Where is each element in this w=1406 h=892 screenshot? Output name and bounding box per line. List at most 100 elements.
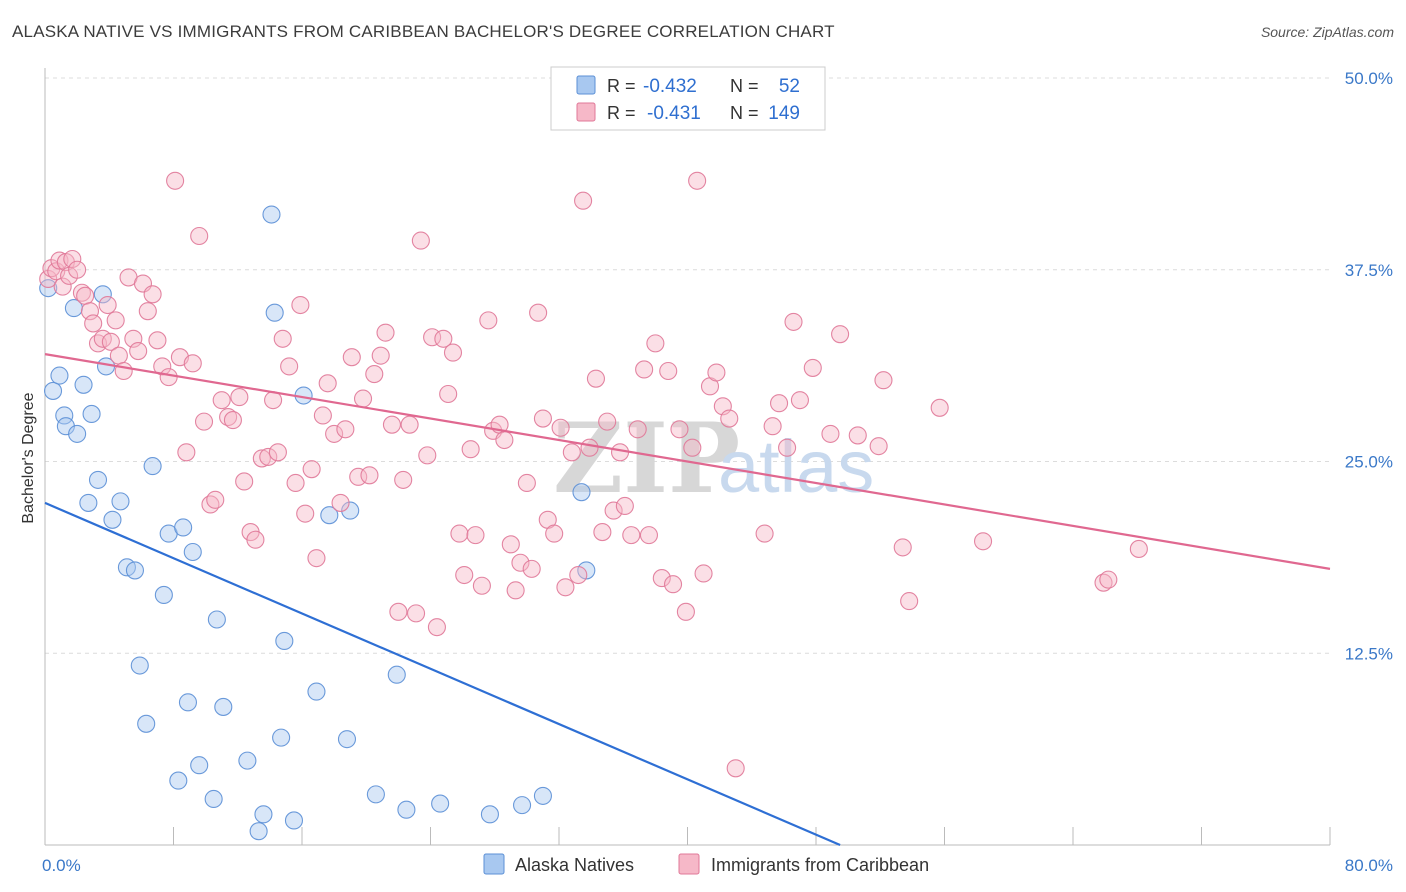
data-point xyxy=(676,602,695,621)
data-point xyxy=(406,604,426,623)
data-point xyxy=(652,569,671,588)
trend-lines xyxy=(44,353,1331,847)
data-point xyxy=(72,283,91,302)
data-point xyxy=(376,323,395,342)
data-point xyxy=(291,295,310,315)
data-point xyxy=(506,581,525,600)
data-point xyxy=(688,171,707,190)
data-point xyxy=(726,759,745,778)
series-legend-label-caribbean: Immigrants from Caribbean xyxy=(711,855,929,875)
data-point xyxy=(434,329,453,348)
data-point xyxy=(371,346,390,365)
data-point xyxy=(336,420,355,439)
data-point xyxy=(533,409,552,428)
data-point xyxy=(159,368,178,387)
data-point xyxy=(280,357,299,376)
data-point xyxy=(148,331,167,350)
data-point xyxy=(472,576,491,595)
data-point xyxy=(178,693,198,712)
data-point xyxy=(365,365,384,384)
data-point xyxy=(53,277,72,296)
data-point xyxy=(43,381,63,400)
data-point xyxy=(349,467,368,486)
data-point xyxy=(111,492,130,511)
data-point xyxy=(223,411,242,430)
data-point xyxy=(556,578,575,597)
data-point xyxy=(511,553,530,572)
data-point xyxy=(443,343,463,362)
data-point xyxy=(466,526,485,545)
data-point xyxy=(479,311,498,330)
data-point xyxy=(790,391,809,410)
data-point xyxy=(930,398,949,417)
data-point xyxy=(394,470,413,489)
data-point xyxy=(707,363,726,382)
data-point xyxy=(450,524,469,543)
legend-n-label: N = xyxy=(730,76,759,96)
data-point xyxy=(143,285,162,304)
data-point xyxy=(821,424,840,443)
data-point xyxy=(423,328,442,347)
data-point xyxy=(137,714,156,733)
data-point xyxy=(900,592,919,611)
series-legend-swatch-alaska xyxy=(483,853,505,875)
trend-line-0 xyxy=(44,501,841,847)
data-point xyxy=(138,302,157,321)
data-point xyxy=(129,342,148,361)
data-point xyxy=(177,443,196,462)
data-point xyxy=(569,565,588,585)
data-point xyxy=(230,388,249,407)
data-point xyxy=(1129,539,1148,558)
legend-n-value: 149 xyxy=(768,103,800,124)
data-point xyxy=(190,226,209,246)
data-point xyxy=(973,532,993,551)
data-point xyxy=(183,542,202,562)
data-point xyxy=(307,682,326,701)
data-point xyxy=(831,325,850,344)
y-tick-label: 50.0% xyxy=(1345,69,1393,88)
data-point xyxy=(427,618,446,637)
axes xyxy=(44,68,1331,846)
data-point xyxy=(219,407,238,427)
data-point xyxy=(302,460,321,479)
data-point xyxy=(615,496,634,516)
data-points xyxy=(39,171,1148,841)
data-point xyxy=(103,510,122,529)
data-point xyxy=(254,805,273,824)
data-point xyxy=(572,483,591,502)
chart-title: ALASKA NATIVE VS IMMIGRANTS FROM CARIBBE… xyxy=(12,22,835,41)
data-point xyxy=(313,406,332,425)
legend-r-value: -0.432 xyxy=(643,76,697,97)
data-point xyxy=(169,771,188,790)
data-point xyxy=(190,756,209,775)
watermark-zip: ZIP xyxy=(553,402,740,515)
legend-n-label: N = xyxy=(730,103,759,123)
data-point xyxy=(286,473,305,493)
legend-n-value: 52 xyxy=(779,76,800,97)
data-point xyxy=(153,357,172,376)
y-axis-label: Bachelor's Degree xyxy=(20,392,37,523)
data-point xyxy=(273,329,292,348)
data-point xyxy=(130,656,149,675)
data-point xyxy=(125,561,144,580)
data-point xyxy=(803,358,822,377)
data-point xyxy=(382,415,402,434)
data-point xyxy=(114,361,133,381)
data-point xyxy=(360,466,379,485)
data-point xyxy=(598,412,617,431)
data-point xyxy=(101,332,120,351)
series-legend: Alaska Natives Immigrants from Caribbean xyxy=(483,853,929,875)
legend-box xyxy=(550,66,826,131)
data-point xyxy=(418,446,437,465)
data-point xyxy=(513,796,532,815)
data-point xyxy=(265,303,284,322)
x-tick-label: 80.0% xyxy=(1345,856,1393,875)
legend-r-label: R = xyxy=(607,76,636,96)
data-point xyxy=(76,286,95,305)
data-point xyxy=(214,697,233,716)
data-point xyxy=(387,665,406,684)
data-point xyxy=(586,369,605,388)
data-point xyxy=(670,420,689,439)
data-point xyxy=(439,384,458,404)
